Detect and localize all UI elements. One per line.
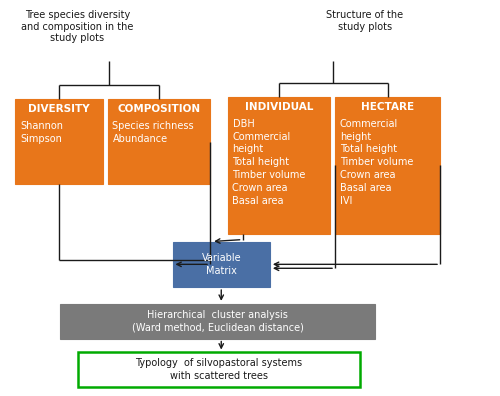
FancyBboxPatch shape	[78, 352, 360, 387]
Text: Hierarchical  cluster analysis
(Ward method, Euclidean distance): Hierarchical cluster analysis (Ward meth…	[132, 310, 304, 333]
Text: Tree species diversity
and composition in the
study plots: Tree species diversity and composition i…	[22, 10, 134, 43]
Text: HECTARE: HECTARE	[361, 102, 414, 112]
Text: Variable
Matrix: Variable Matrix	[202, 253, 241, 276]
FancyBboxPatch shape	[60, 304, 375, 339]
Text: DBH
Commercial
height
Total height
Timber volume
Crown area
Basal area: DBH Commercial height Total height Timbe…	[232, 119, 306, 206]
Text: Shannon
Simpson: Shannon Simpson	[20, 121, 63, 144]
FancyBboxPatch shape	[15, 99, 102, 184]
Text: Species richness
Abundance: Species richness Abundance	[112, 121, 194, 144]
FancyBboxPatch shape	[335, 97, 440, 234]
Text: Commercial
height
Total height
Timber volume
Crown area
Basal area
IVI: Commercial height Total height Timber vo…	[340, 119, 413, 206]
FancyBboxPatch shape	[228, 97, 330, 234]
Text: DIVERSITY: DIVERSITY	[28, 104, 90, 114]
Text: Typology  of silvopastoral systems
with scattered trees: Typology of silvopastoral systems with s…	[135, 358, 302, 381]
FancyBboxPatch shape	[172, 242, 270, 287]
FancyBboxPatch shape	[108, 99, 210, 184]
Text: Structure of the
study plots: Structure of the study plots	[326, 10, 404, 32]
Text: COMPOSITION: COMPOSITION	[117, 104, 200, 114]
Text: INDIVIDUAL: INDIVIDUAL	[244, 102, 313, 112]
